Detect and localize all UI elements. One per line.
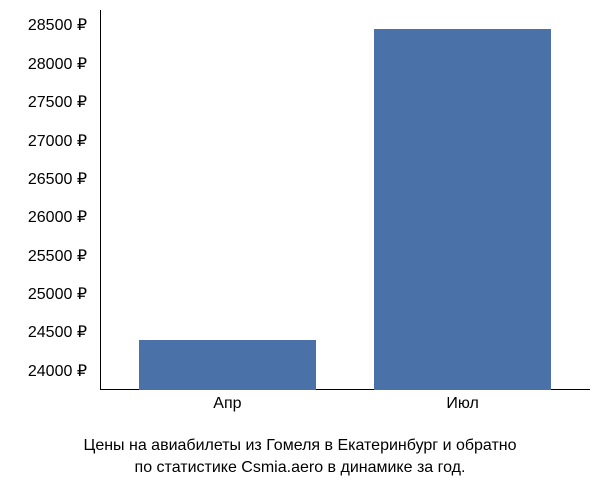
chart-container: 24000 ₽ 24500 ₽ 25000 ₽ 25500 ₽ 26000 ₽ 26500… — [0, 0, 600, 430]
y-tick-label: 26500 ₽ — [28, 169, 87, 189]
y-tick-label: 25000 ₽ — [28, 284, 87, 304]
y-tick-label: 25500 ₽ — [28, 246, 87, 266]
x-tick-label: Апр — [213, 395, 241, 413]
bar — [139, 340, 315, 390]
y-tick-label: 28500 ₽ — [28, 15, 87, 35]
plot-area — [100, 10, 590, 390]
y-tick-label: 26000 ₽ — [28, 207, 87, 227]
bar — [374, 29, 550, 390]
chart-caption: Цены на авиабилеты из Гомеля в Екатеринб… — [0, 435, 600, 480]
x-tick-label: Июл — [446, 395, 478, 413]
y-axis-labels: 24000 ₽ 24500 ₽ 25000 ₽ 25500 ₽ 26000 ₽ 26500… — [0, 0, 95, 390]
y-tick-label: 27000 ₽ — [28, 131, 87, 151]
caption-line-2: по статистике Csmia.aero в динамике за г… — [135, 459, 466, 476]
y-tick-label: 27500 ₽ — [28, 92, 87, 112]
y-tick-label: 28000 ₽ — [28, 54, 87, 74]
y-tick-label: 24500 ₽ — [28, 322, 87, 342]
y-axis-line — [100, 10, 101, 390]
x-axis-labels: Апр Июл — [100, 395, 590, 420]
y-tick-label: 24000 ₽ — [28, 361, 87, 381]
caption-line-1: Цены на авиабилеты из Гомеля в Екатеринб… — [83, 437, 516, 454]
